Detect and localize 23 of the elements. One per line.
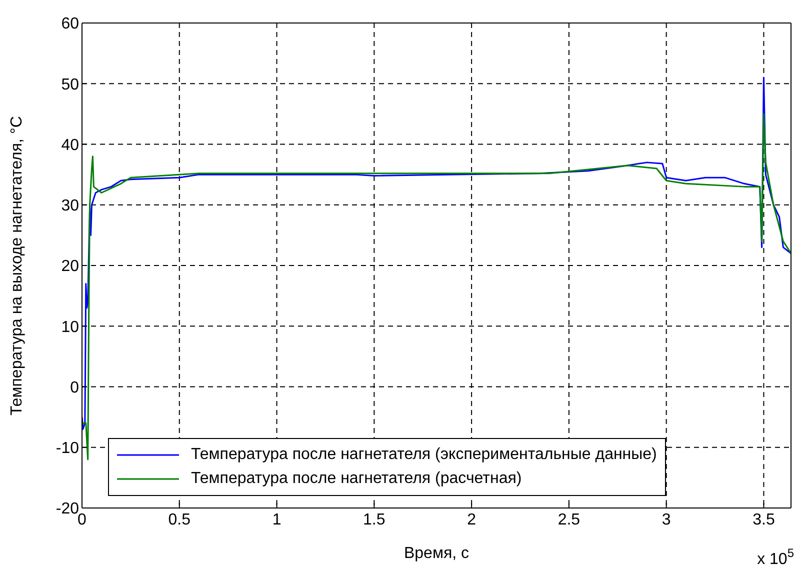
x-tick-label: 2 (467, 511, 476, 528)
x-tick-label: 0.5 (168, 511, 191, 528)
text: x 10$^{5}$ (757, 546, 794, 568)
y-tick-label: 30 (61, 198, 80, 215)
legend-label: Температура после нагнетателя (экспериментальные данные) (191, 446, 657, 464)
y-tick-label: -10 (56, 440, 80, 458)
x-tick-label: 3 (662, 511, 671, 528)
y-tick-label: 50 (61, 76, 80, 94)
y-tick-label: 0 (70, 379, 80, 396)
x-axis-title: Время, с (404, 545, 470, 562)
y-tick-label: 10 (61, 318, 80, 336)
line-series (82, 113, 791, 460)
x-tick-label: 3.5 (752, 511, 775, 528)
x-tick-label: 1 (272, 511, 282, 528)
y-tick-label: 60 (61, 16, 80, 33)
y-tick-label: -20 (56, 500, 80, 518)
y-axis-title: Температура на выходе нагнетателя, °С (8, 116, 26, 416)
x-tick-label: 1.5 (363, 511, 386, 528)
legend-label: Температура после нагнетателя (расчетная) (191, 470, 522, 488)
line-series (82, 76, 791, 430)
y-tick-label: 40 (61, 136, 80, 154)
x-tick-label: 2.5 (558, 511, 580, 528)
y-tick-label: 20 (61, 258, 80, 276)
